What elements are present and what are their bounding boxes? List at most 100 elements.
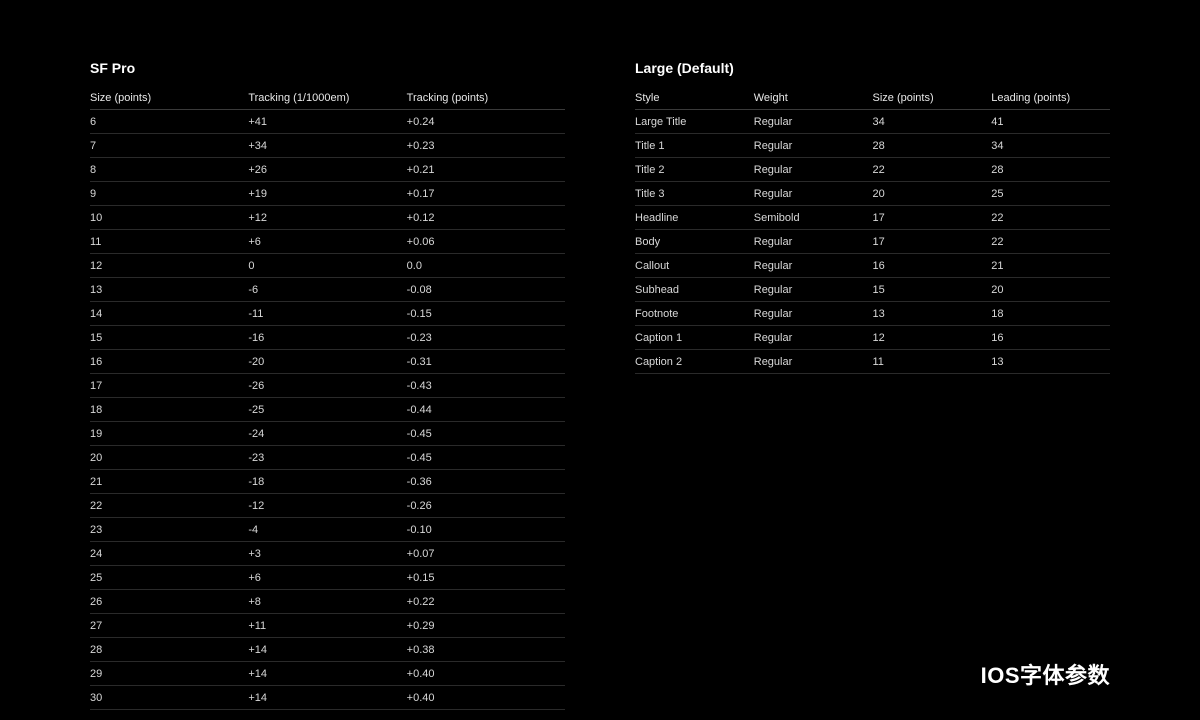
- table-cell: -0.36: [407, 470, 565, 494]
- table-cell: 15: [90, 326, 248, 350]
- table-cell: 24: [90, 542, 248, 566]
- right-table-title: Large (Default): [635, 60, 1110, 76]
- table-cell: Regular: [754, 182, 873, 206]
- table-header-row: Style Weight Size (points) Leading (poin…: [635, 86, 1110, 110]
- table-cell: +0.22: [407, 590, 565, 614]
- table-cell: +14: [248, 662, 406, 686]
- table-cell: +0.07: [407, 542, 565, 566]
- table-cell: Body: [635, 230, 754, 254]
- table-row: Caption 1Regular1216: [635, 326, 1110, 350]
- col-header: Size (points): [90, 86, 248, 110]
- table-cell: -0.23: [407, 326, 565, 350]
- table-cell: Caption 2: [635, 350, 754, 374]
- table-row: Title 2Regular2228: [635, 158, 1110, 182]
- col-header: Weight: [754, 86, 873, 110]
- table-cell: 28: [873, 134, 992, 158]
- table-row: 7+34+0.23: [90, 134, 565, 158]
- table-row: 11+6+0.06: [90, 230, 565, 254]
- table-cell: +0.23: [407, 134, 565, 158]
- table-cell: +0.29: [407, 614, 565, 638]
- table-cell: +41: [248, 110, 406, 134]
- table-cell: Headline: [635, 206, 754, 230]
- table-cell: 34: [873, 110, 992, 134]
- table-cell: 25: [90, 566, 248, 590]
- col-header: Tracking (1/1000em): [248, 86, 406, 110]
- table-cell: Regular: [754, 254, 873, 278]
- table-row: BodyRegular1722: [635, 230, 1110, 254]
- table-cell: -20: [248, 350, 406, 374]
- table-cell: 20: [991, 278, 1110, 302]
- table-cell: +0.12: [407, 206, 565, 230]
- table-row: Title 1Regular2834: [635, 134, 1110, 158]
- table-row: 16-20-0.31: [90, 350, 565, 374]
- table-cell: Subhead: [635, 278, 754, 302]
- table-row: 1200.0: [90, 254, 565, 278]
- table-cell: 23: [90, 518, 248, 542]
- table-row: 27+11+0.29: [90, 614, 565, 638]
- table-cell: 21: [991, 254, 1110, 278]
- table-cell: 25: [991, 182, 1110, 206]
- table-cell: -11: [248, 302, 406, 326]
- table-cell: +11: [248, 614, 406, 638]
- table-cell: +0.40: [407, 686, 565, 710]
- table-row: 6+41+0.24: [90, 110, 565, 134]
- table-row: 13-6-0.08: [90, 278, 565, 302]
- table-cell: 30: [90, 686, 248, 710]
- table-cell: 11: [90, 230, 248, 254]
- table-cell: 34: [991, 134, 1110, 158]
- table-row: 17-26-0.43: [90, 374, 565, 398]
- table-cell: 20: [90, 446, 248, 470]
- table-cell: -0.43: [407, 374, 565, 398]
- table-cell: 21: [90, 470, 248, 494]
- table-row: Caption 2Regular1113: [635, 350, 1110, 374]
- left-table-title: SF Pro: [90, 60, 565, 76]
- table-cell: +0.40: [407, 662, 565, 686]
- table-row: 30+14+0.40: [90, 686, 565, 710]
- table-cell: 17: [873, 206, 992, 230]
- table-cell: Caption 1: [635, 326, 754, 350]
- table-row: CalloutRegular1621: [635, 254, 1110, 278]
- table-cell: Footnote: [635, 302, 754, 326]
- table-cell: 13: [991, 350, 1110, 374]
- table-cell: +6: [248, 566, 406, 590]
- table-cell: 20: [873, 182, 992, 206]
- table-cell: 7: [90, 134, 248, 158]
- col-header: Leading (points): [991, 86, 1110, 110]
- table-cell: 16: [90, 350, 248, 374]
- table-cell: -0.26: [407, 494, 565, 518]
- table-cell: 29: [90, 662, 248, 686]
- table-cell: -4: [248, 518, 406, 542]
- table-cell: 11: [873, 350, 992, 374]
- table-cell: Regular: [754, 278, 873, 302]
- table-cell: +0.17: [407, 182, 565, 206]
- table-cell: 18: [90, 398, 248, 422]
- table-cell: 12: [90, 254, 248, 278]
- table-cell: -0.31: [407, 350, 565, 374]
- table-row: Title 3Regular2025: [635, 182, 1110, 206]
- table-row: 15-16-0.23: [90, 326, 565, 350]
- table-cell: Regular: [754, 350, 873, 374]
- table-cell: 22: [873, 158, 992, 182]
- table-cell: +0.24: [407, 110, 565, 134]
- col-header: Size (points): [873, 86, 992, 110]
- table-cell: -18: [248, 470, 406, 494]
- table-row: 26+8+0.22: [90, 590, 565, 614]
- table-row: 18-25-0.44: [90, 398, 565, 422]
- table-cell: 22: [90, 494, 248, 518]
- table-cell: Title 3: [635, 182, 754, 206]
- sf-pro-tracking-table: Size (points) Tracking (1/1000em) Tracki…: [90, 86, 565, 710]
- table-cell: 16: [873, 254, 992, 278]
- table-cell: +3: [248, 542, 406, 566]
- page-caption: IOS字体参数: [981, 658, 1110, 690]
- table-cell: +0.15: [407, 566, 565, 590]
- table-row: 8+26+0.21: [90, 158, 565, 182]
- table-cell: -0.44: [407, 398, 565, 422]
- table-cell: 8: [90, 158, 248, 182]
- right-column: Large (Default) Style Weight Size (point…: [635, 60, 1110, 720]
- table-cell: -0.45: [407, 446, 565, 470]
- table-cell: Regular: [754, 230, 873, 254]
- large-default-type-table: Style Weight Size (points) Leading (poin…: [635, 86, 1110, 374]
- table-cell: +0.21: [407, 158, 565, 182]
- table-cell: 41: [991, 110, 1110, 134]
- table-cell: 10: [90, 206, 248, 230]
